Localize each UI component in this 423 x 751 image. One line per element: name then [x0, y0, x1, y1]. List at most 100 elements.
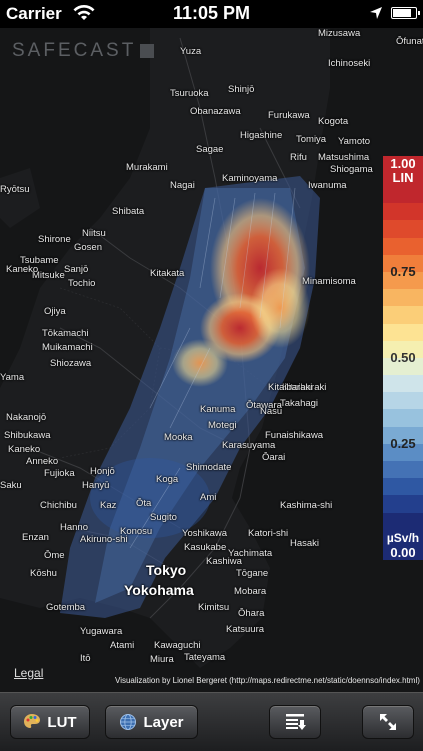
- city-label: Kaneko: [8, 444, 41, 455]
- city-label: Katori-shi: [248, 528, 289, 539]
- city-label: Furukawa: [268, 110, 310, 121]
- city-label: Mitsuke: [32, 270, 65, 281]
- city-label: Anneko: [26, 456, 59, 467]
- city-label: Kaminoyama: [222, 173, 278, 184]
- menu-list-button[interactable]: [269, 705, 321, 739]
- major-city-label: Yokohama: [124, 582, 194, 598]
- safecast-logo: SAFECAST: [12, 40, 155, 62]
- city-label: Tomiya: [296, 134, 327, 145]
- city-label: Shibukawa: [4, 430, 51, 441]
- scale-band: [383, 461, 423, 479]
- scale-min-value: 0.00: [390, 544, 416, 560]
- city-label: Ōhara: [238, 608, 265, 619]
- city-label: Kashima-shi: [280, 500, 333, 511]
- city-label: Ōtawara: [246, 400, 282, 411]
- city-label: Gotemba: [46, 602, 86, 613]
- logo-text: SAFECAST: [12, 40, 137, 61]
- city-label: Ryōtsu: [0, 184, 30, 195]
- city-label: Ojiya: [44, 306, 66, 317]
- layer-label: Layer: [143, 713, 184, 731]
- city-label: Mobara: [234, 586, 267, 597]
- city-label: Kaz: [100, 500, 117, 511]
- legal-link[interactable]: Legal: [14, 666, 44, 680]
- city-label: Ōarai: [262, 452, 286, 463]
- lut-label: LUT: [47, 713, 77, 731]
- carrier-label: Carrier: [6, 4, 62, 23]
- scale-band: [383, 357, 423, 376]
- lut-button[interactable]: LUT: [10, 705, 90, 739]
- scale-mode: LIN: [392, 170, 414, 185]
- city-label: Nakanojō: [6, 412, 47, 423]
- city-label: Hanno: [60, 522, 88, 533]
- city-label: Ami: [200, 492, 217, 503]
- scale-band: [383, 443, 423, 461]
- city-label: Sagae: [196, 144, 224, 155]
- visualization-credit: Visualization by Lionel Bergeret (http:/…: [115, 676, 420, 685]
- city-label: Tateyama: [184, 652, 226, 663]
- list-download-icon: [286, 714, 306, 730]
- city-label: Shinjō: [228, 84, 255, 95]
- scale-band: [383, 478, 423, 496]
- fullscreen-button[interactable]: [362, 705, 414, 739]
- city-label: Kitakata: [150, 268, 185, 279]
- city-label: Gosen: [74, 242, 102, 253]
- scale-band: [383, 254, 423, 272]
- city-label: Tōgane: [236, 568, 269, 579]
- scale-unit: µSv/h: [386, 530, 420, 545]
- scale-band: [383, 340, 423, 358]
- city-label: Yugawara: [80, 626, 123, 637]
- wifi-icon: [73, 5, 95, 20]
- city-label: Akiruno-shi: [80, 534, 128, 545]
- city-label: Tsuruoka: [170, 88, 209, 99]
- dose-color-scale: 1.00 LIN 0.75 0.50 0.25 µSv/h 0.00: [383, 156, 423, 560]
- city-label: Kōshu: [30, 568, 57, 579]
- city-label: Minamisoma: [302, 276, 356, 287]
- expand-icon: [380, 714, 396, 730]
- city-label: Hanyū: [82, 480, 110, 491]
- scale-band: [383, 323, 423, 341]
- globe-icon: [120, 714, 137, 730]
- scale-band: [383, 512, 423, 530]
- city-label: Nasu: [260, 406, 283, 417]
- scale-band: [383, 392, 423, 410]
- city-label: Higashine: [240, 130, 283, 141]
- scale-bottom-block: µSv/h 0.00: [383, 529, 423, 560]
- city-label: Takahagi: [280, 398, 319, 409]
- city-label: Karasuyama: [222, 440, 276, 451]
- scale-tick-label: 0.50: [390, 350, 416, 365]
- scale-band: [383, 289, 423, 307]
- status-bar: Carrier 11:05 PM: [0, 0, 423, 28]
- city-label: Tsubame: [20, 255, 59, 266]
- city-label: Tōkamachi: [42, 328, 89, 339]
- city-label: Atami: [110, 640, 135, 651]
- city-label: Kashiwa: [206, 556, 242, 567]
- city-label: Shiozawa: [50, 358, 92, 369]
- city-label: Kitaibaraki: [268, 382, 313, 393]
- city-label: Niitsu: [82, 228, 106, 239]
- map-canvas: [0, 28, 423, 692]
- scale-band: [383, 495, 423, 513]
- city-label: Katsuura: [226, 624, 265, 635]
- radiation-map[interactable]: SAFECAST Yuza Mizusawa Ōfunat Ichinoseki Tsu…: [0, 28, 423, 692]
- city-label: Kanuma: [200, 404, 236, 415]
- scale-band: [383, 237, 423, 255]
- city-label: Sanjō: [64, 264, 89, 275]
- city-label: Kawaguchi: [154, 640, 201, 651]
- layer-button[interactable]: Layer: [105, 705, 198, 739]
- city-label: Enzan: [22, 532, 49, 543]
- city-label: Yuza: [180, 46, 202, 57]
- scale-band: [383, 306, 423, 324]
- scale-band: [383, 203, 423, 221]
- location-arrow-icon: [370, 7, 382, 19]
- city-label: Shirone: [38, 234, 71, 245]
- city-label: Kasukabe: [184, 542, 227, 553]
- city-label: Motegi: [208, 420, 237, 431]
- city-label: Yoshikawa: [182, 528, 228, 539]
- city-label: Funaishikawa: [265, 430, 324, 441]
- clock: 11:05 PM: [172, 3, 251, 23]
- city-label: Ōta: [136, 498, 152, 509]
- city-label: Kitaibaraki: [282, 382, 327, 393]
- city-label: Mizusawa: [318, 28, 361, 39]
- city-label: Iwanuma: [308, 180, 347, 191]
- city-label: Yamoto: [338, 136, 371, 147]
